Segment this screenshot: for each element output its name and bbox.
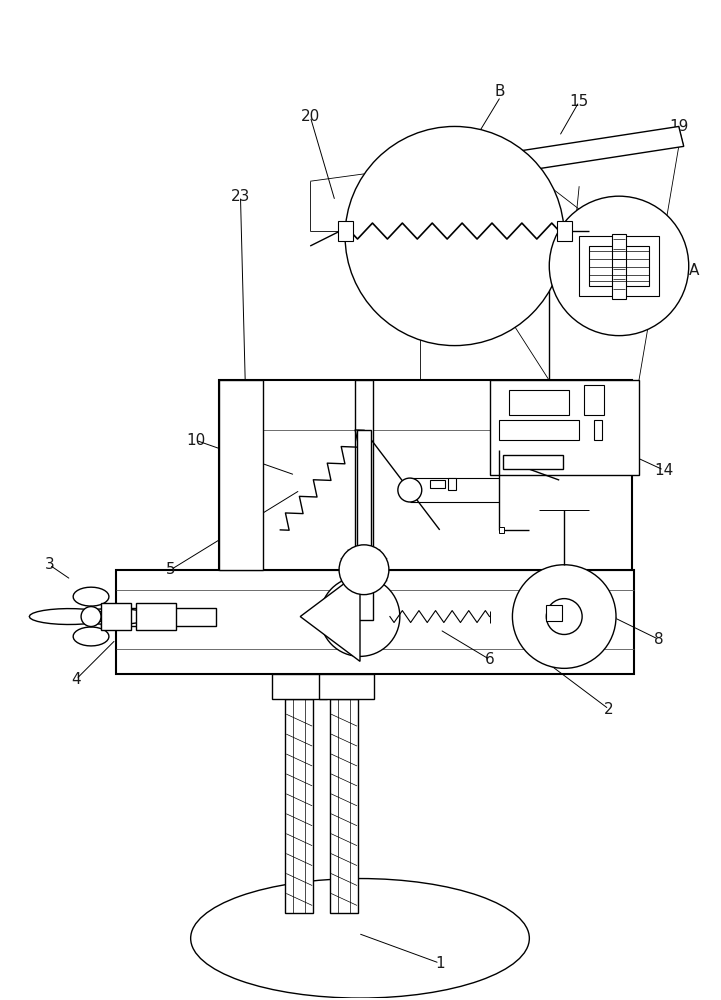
Bar — [116, 570, 634, 674]
Bar — [510, 390, 569, 415]
Bar — [273, 674, 327, 699]
Circle shape — [549, 196, 689, 336]
Bar — [101, 608, 216, 626]
Polygon shape — [73, 587, 109, 606]
Bar — [218, 380, 632, 570]
Circle shape — [398, 478, 422, 502]
Bar — [286, 699, 313, 913]
Text: 14: 14 — [654, 463, 673, 478]
Bar — [136, 603, 176, 630]
Text: 15: 15 — [570, 94, 589, 109]
Text: 20: 20 — [301, 109, 320, 124]
Bar — [448, 478, 456, 490]
Bar — [355, 380, 373, 620]
Bar — [612, 234, 626, 299]
Bar — [218, 380, 263, 570]
Bar — [589, 246, 649, 286]
Bar — [584, 385, 604, 415]
Text: 8: 8 — [654, 632, 663, 647]
Polygon shape — [300, 572, 360, 661]
Bar — [557, 221, 572, 241]
Circle shape — [320, 577, 400, 656]
Polygon shape — [74, 609, 153, 625]
Bar — [500, 420, 579, 440]
Text: 2: 2 — [604, 702, 614, 717]
Bar — [357, 430, 371, 570]
Polygon shape — [73, 627, 109, 646]
Text: 1: 1 — [435, 956, 445, 971]
Circle shape — [513, 565, 616, 668]
Circle shape — [81, 607, 101, 627]
Text: 3: 3 — [44, 557, 54, 572]
Polygon shape — [420, 126, 684, 186]
Text: 19: 19 — [669, 119, 689, 134]
Polygon shape — [30, 609, 109, 625]
Circle shape — [339, 545, 389, 595]
Bar — [338, 221, 353, 241]
Circle shape — [345, 126, 565, 346]
Text: 10: 10 — [186, 433, 205, 448]
Bar — [101, 603, 131, 630]
Bar — [330, 699, 358, 913]
Bar — [503, 455, 563, 469]
Ellipse shape — [190, 879, 529, 998]
Bar — [579, 236, 659, 296]
Text: B: B — [494, 84, 505, 99]
Text: 5: 5 — [166, 562, 175, 577]
Circle shape — [547, 599, 582, 634]
Text: A: A — [689, 263, 699, 278]
Bar — [430, 480, 445, 488]
Bar — [547, 605, 562, 621]
Bar — [594, 420, 602, 440]
Bar — [490, 380, 639, 475]
Text: 4: 4 — [71, 672, 81, 687]
Bar — [500, 527, 505, 533]
Bar — [319, 674, 374, 699]
Text: 23: 23 — [231, 189, 250, 204]
Text: 6: 6 — [485, 652, 495, 667]
